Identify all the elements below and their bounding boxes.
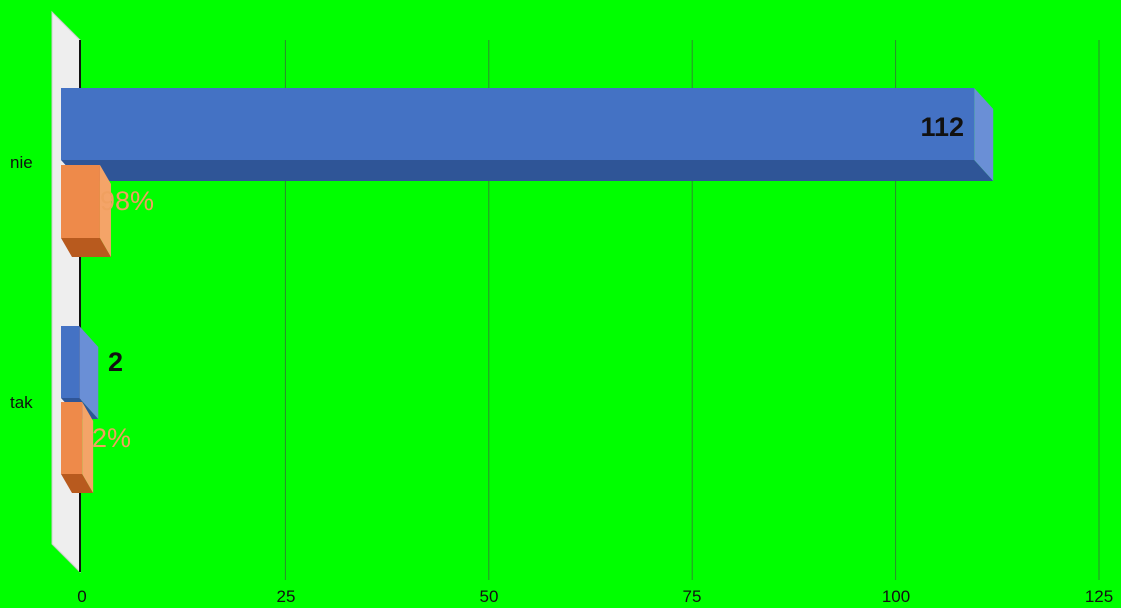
data-label-tak-count: 2 [108,347,123,377]
bar-nie-count [61,88,994,181]
data-label-tak-percent: 2% [92,423,131,453]
bar-nie-count-bottom-face [61,160,994,181]
bar-tak-percent-front-face [61,402,83,474]
category-label-nie: nie [10,153,33,172]
bar-tak-percent [61,402,94,493]
category-label-tak: tak [10,393,33,412]
bar-nie-percent-front-face [61,165,100,238]
bar-tak-count-end-face [79,326,99,419]
bar-nie-percent-bottom-face [61,238,111,257]
bar-nie-percent [61,165,111,257]
bars-group [61,88,994,493]
labels-group: nie tak 0 25 50 75 100 125 112 2 98% 2% [10,112,1113,606]
bar-tak-percent-bottom-face [61,474,94,493]
data-label-nie-count: 112 [920,112,964,142]
tick-label-100: 100 [882,587,910,606]
bar-nie-percent-end-face [99,165,111,257]
tick-label-50: 50 [480,587,499,606]
tick-label-75: 75 [683,587,702,606]
bar-nie-count-front-face [61,88,975,160]
bar-tak-percent-end-face [82,402,94,493]
tick-label-0: 0 [77,587,86,606]
tick-label-125: 125 [1085,587,1113,606]
data-label-nie-percent: 98% [100,186,154,216]
bar-nie-count-end-face [974,88,994,181]
bar-tak-count-front-face [61,326,80,398]
tick-label-25: 25 [277,587,296,606]
